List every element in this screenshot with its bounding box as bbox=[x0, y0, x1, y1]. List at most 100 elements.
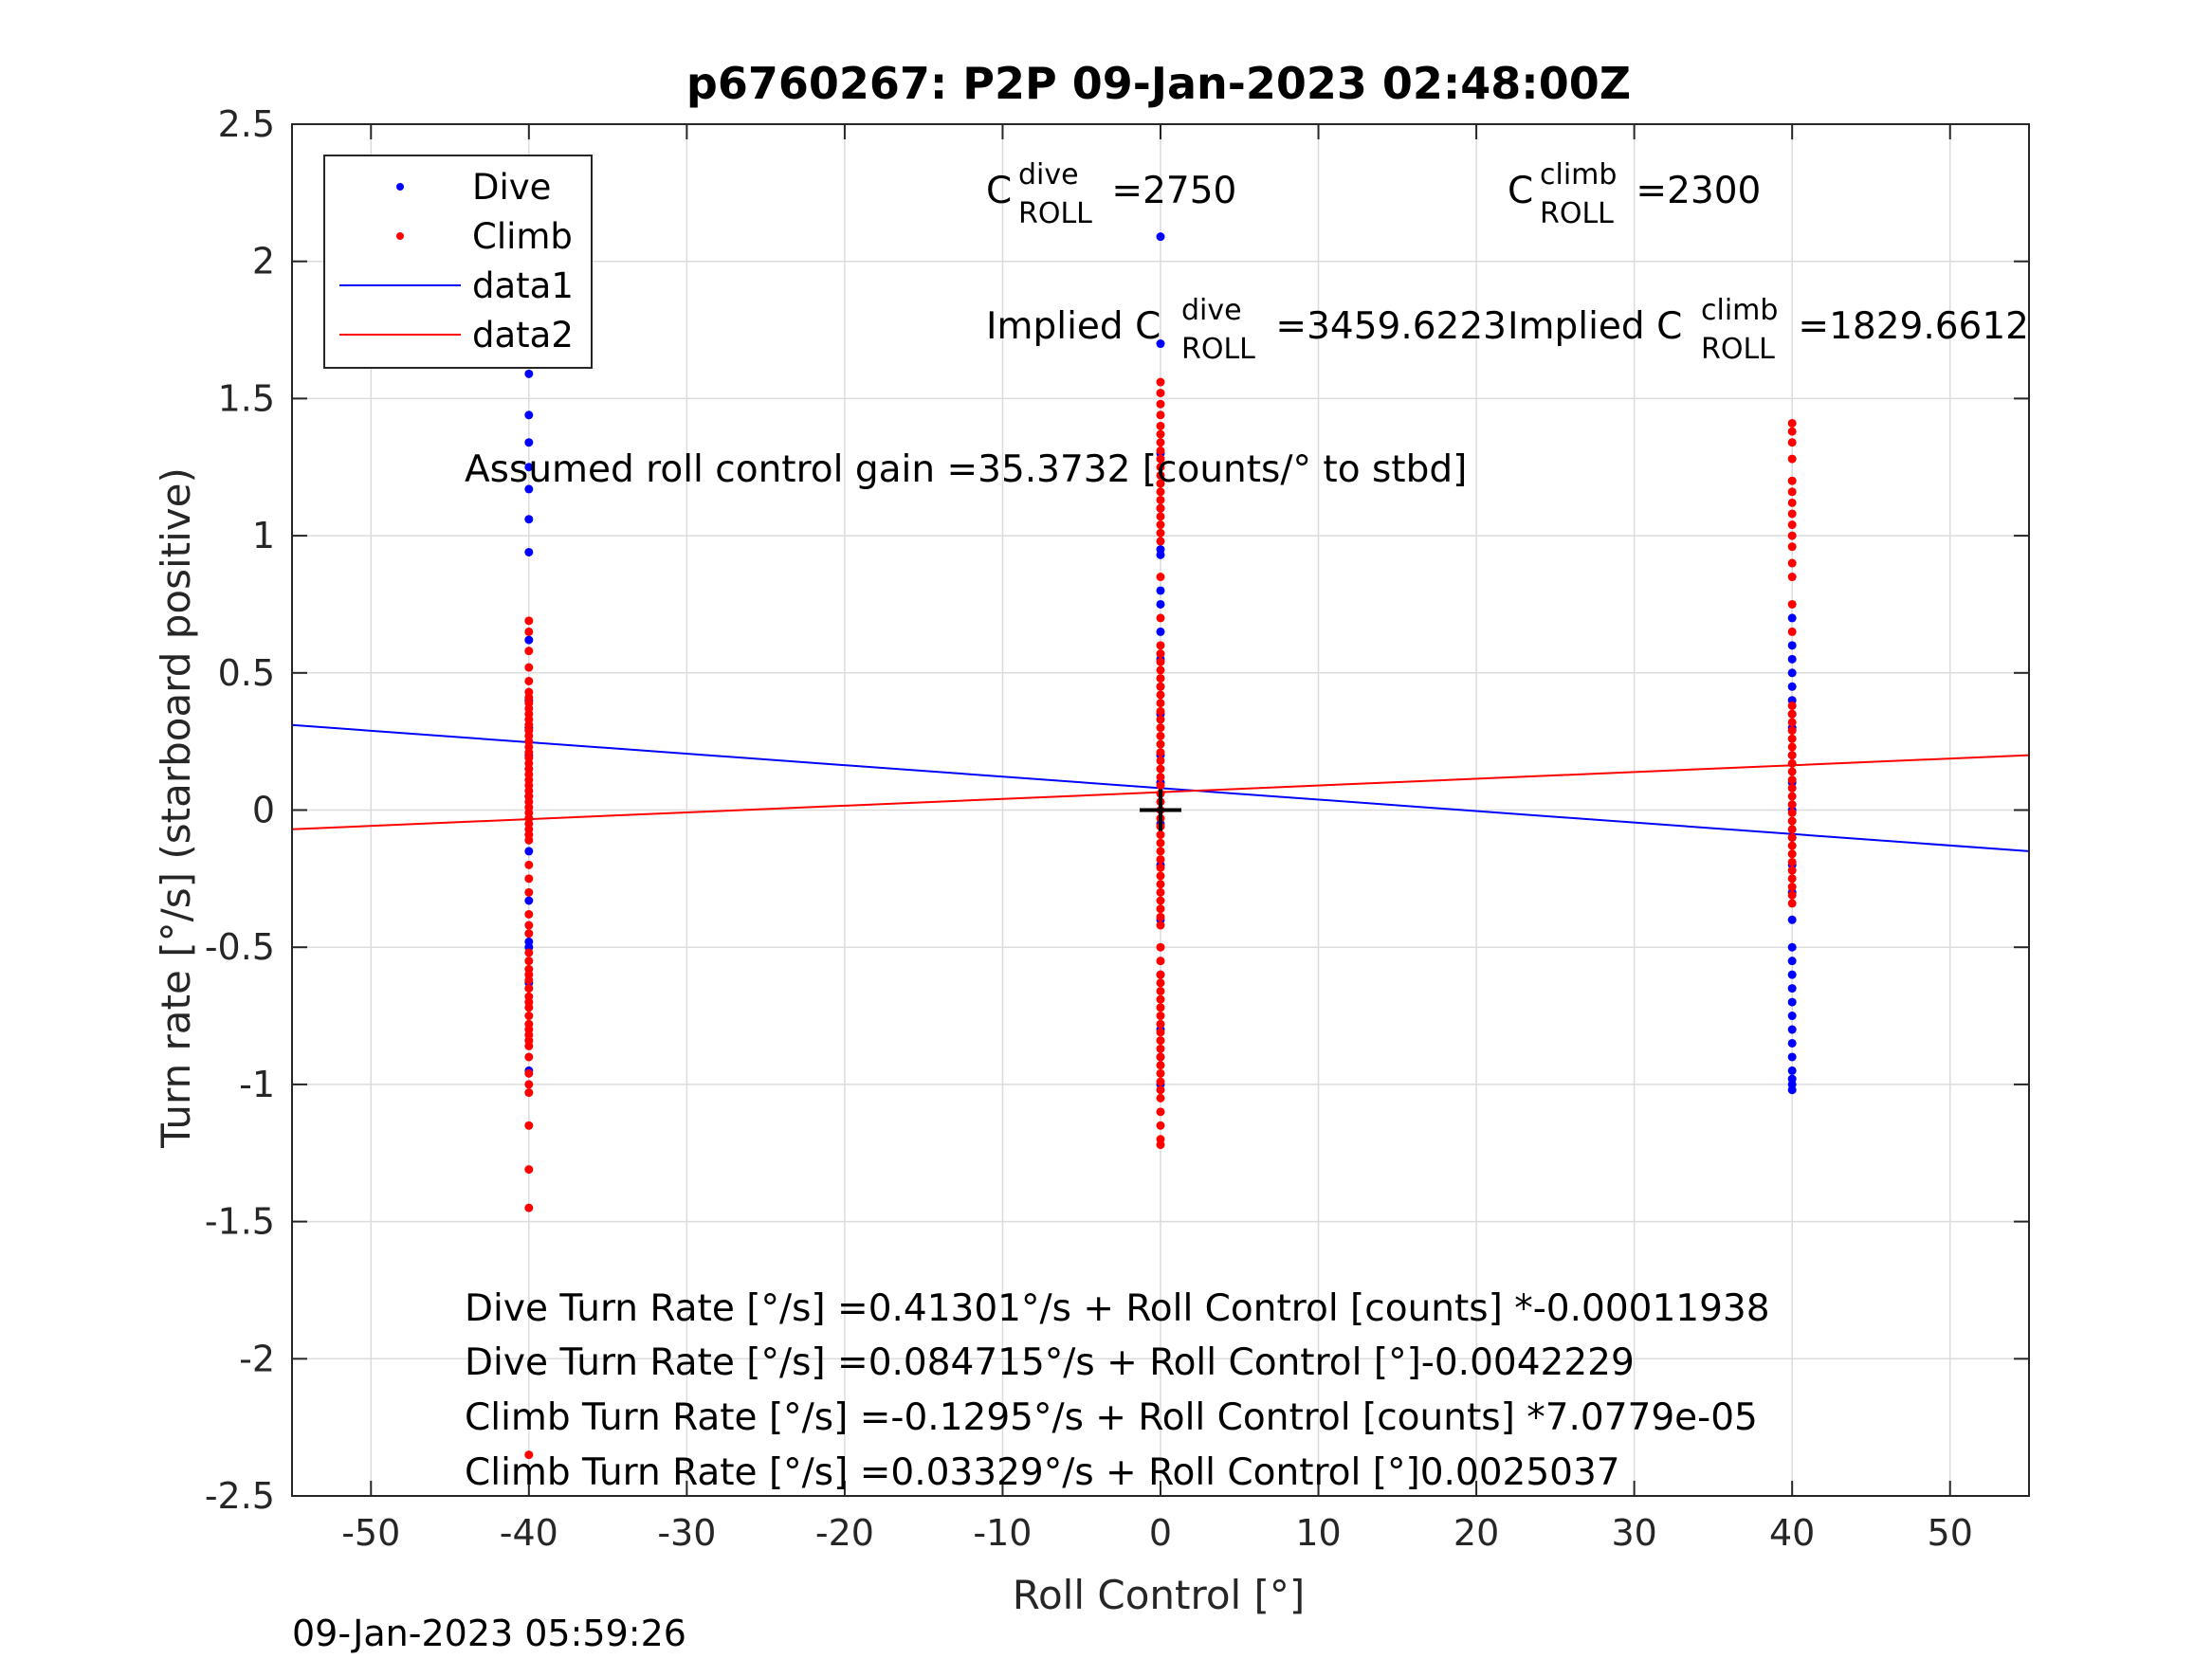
climb-point bbox=[1156, 438, 1165, 447]
dive-point bbox=[1787, 668, 1797, 678]
dive-point bbox=[524, 896, 534, 905]
c-roll-climb-value: =2300 bbox=[1624, 170, 1761, 212]
climb-point bbox=[524, 1080, 534, 1089]
climb-point bbox=[1156, 1061, 1165, 1070]
climb-point bbox=[1156, 410, 1165, 420]
climb-point bbox=[1156, 657, 1165, 666]
climb-point bbox=[524, 1041, 534, 1050]
climb-point bbox=[1156, 921, 1165, 930]
climb-point bbox=[1156, 1121, 1165, 1130]
dive-point bbox=[1787, 942, 1797, 952]
dive-point bbox=[1787, 1025, 1797, 1034]
generated-timestamp: 09-Jan-2023 05:59:26 bbox=[292, 1613, 686, 1654]
dive-point bbox=[1787, 1038, 1797, 1048]
climb-point bbox=[1156, 495, 1165, 504]
dive-point bbox=[524, 369, 534, 378]
climb-point bbox=[1156, 847, 1165, 856]
climb-point bbox=[1156, 641, 1165, 650]
climb-point bbox=[1156, 855, 1165, 865]
climb-point bbox=[1156, 773, 1165, 782]
dive-point bbox=[1787, 997, 1797, 1007]
climb-point bbox=[1156, 880, 1165, 889]
climb-point bbox=[1787, 558, 1797, 568]
climb-point bbox=[1787, 857, 1797, 866]
climb-point bbox=[1156, 1085, 1165, 1095]
dive-point bbox=[524, 463, 534, 472]
c-roll-climb-sub: ROLL bbox=[1540, 197, 1614, 230]
climb-point bbox=[1156, 739, 1165, 749]
y-tick-label: 0.5 bbox=[218, 652, 275, 694]
dive-point bbox=[1787, 641, 1797, 650]
climb-point bbox=[1156, 665, 1165, 675]
climb-point bbox=[1787, 783, 1797, 793]
climb-point bbox=[1156, 723, 1165, 733]
y-tick-label: 2 bbox=[252, 241, 275, 283]
climb-point bbox=[1156, 690, 1165, 700]
dive-point bbox=[1787, 613, 1797, 623]
climb-point bbox=[1156, 479, 1165, 488]
climb-point bbox=[1156, 573, 1165, 582]
climb-point bbox=[1156, 446, 1165, 455]
climb-point bbox=[1787, 800, 1797, 810]
c-roll-climb-sup: climb bbox=[1540, 158, 1617, 191]
implied-c-roll-climb-annotation: Implied C climb ROLL =1829.6612 bbox=[1508, 294, 2029, 366]
climb-point bbox=[1156, 528, 1165, 538]
y-tick-label: 2.5 bbox=[218, 103, 275, 145]
dive-point bbox=[524, 847, 534, 856]
dive-point bbox=[1156, 586, 1165, 595]
climb-point bbox=[1156, 887, 1165, 897]
x-tick-label: -20 bbox=[815, 1512, 874, 1554]
climb-point bbox=[1156, 421, 1165, 430]
climb-point bbox=[1156, 389, 1165, 398]
climb-point bbox=[1156, 1036, 1165, 1046]
climb-point bbox=[1156, 830, 1165, 840]
climb-point bbox=[1787, 874, 1797, 884]
climb-point bbox=[1787, 454, 1797, 464]
climb-point bbox=[524, 887, 534, 897]
climb-point bbox=[1787, 825, 1797, 834]
y-tick-label: -1 bbox=[239, 1064, 275, 1105]
climb-point bbox=[1156, 682, 1165, 691]
x-tick-label: 40 bbox=[1769, 1512, 1815, 1554]
climb-point bbox=[1156, 978, 1165, 988]
climb-point bbox=[1156, 1012, 1165, 1021]
climb-point bbox=[524, 948, 534, 957]
climb-point bbox=[1787, 438, 1797, 447]
legend-box bbox=[323, 155, 593, 369]
implied-dive-value: =3459.6223 bbox=[1264, 305, 1507, 348]
climb-point bbox=[524, 627, 534, 636]
climb-point bbox=[1156, 1107, 1165, 1117]
climb-point bbox=[524, 676, 534, 685]
implied-climb-sub: ROLL bbox=[1701, 333, 1775, 366]
climb-point bbox=[1156, 957, 1165, 966]
climb-point bbox=[524, 975, 534, 985]
climb-point bbox=[1156, 748, 1165, 757]
x-tick-label: 10 bbox=[1295, 1512, 1341, 1554]
climb-point bbox=[1156, 904, 1165, 914]
roll-gain-annotation: Assumed roll control gain =35.3732 [coun… bbox=[465, 448, 1467, 491]
climb-point bbox=[1156, 863, 1165, 872]
x-tick-label: 30 bbox=[1611, 1512, 1656, 1554]
climb-point bbox=[1787, 702, 1797, 711]
implied-dive-sub: ROLL bbox=[1181, 333, 1255, 366]
climb-point bbox=[1156, 871, 1165, 881]
climb-point bbox=[1787, 520, 1797, 530]
climb-point bbox=[1787, 509, 1797, 519]
climb-point bbox=[1156, 994, 1165, 1004]
dive-point bbox=[1156, 550, 1165, 559]
dive-point bbox=[1787, 1052, 1797, 1062]
climb-point bbox=[1156, 706, 1165, 716]
fit-equation-climb-degrees: Climb Turn Rate [°/s] =0.03329°/s + Roll… bbox=[465, 1451, 1620, 1494]
climb-point bbox=[1156, 780, 1165, 790]
climb-point bbox=[524, 1121, 534, 1130]
climb-point bbox=[1787, 734, 1797, 743]
dive-point bbox=[1156, 339, 1165, 349]
dive-point bbox=[524, 484, 534, 494]
climb-point bbox=[1787, 792, 1797, 801]
x-tick-label: 50 bbox=[1928, 1512, 1973, 1554]
climb-point bbox=[1787, 775, 1797, 785]
dive-point bbox=[524, 635, 534, 645]
climb-point bbox=[524, 957, 534, 966]
